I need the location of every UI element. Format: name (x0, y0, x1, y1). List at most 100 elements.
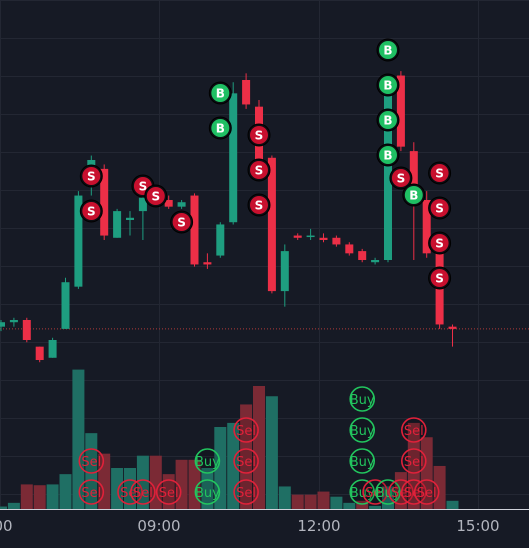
buy-marker[interactable]: B (208, 81, 232, 105)
buy-marker[interactable]: B (376, 143, 400, 167)
candle[interactable] (242, 73, 251, 109)
sell-marker[interactable]: S (247, 193, 271, 217)
volume-buy-marker[interactable]: Buy (349, 417, 376, 443)
sell-marker[interactable]: S (389, 166, 413, 190)
marker-letter: S (177, 216, 186, 230)
candle[interactable] (448, 324, 457, 347)
volume-marker-label: Sel (236, 486, 256, 501)
candle-body (190, 195, 199, 265)
buy-marker[interactable]: B (376, 38, 400, 62)
candle[interactable] (9, 317, 18, 327)
candle[interactable] (396, 71, 405, 152)
volume-marker-label: Buy (350, 424, 375, 439)
candle[interactable] (100, 164, 109, 240)
volume-sell-marker[interactable]: Sel (388, 479, 414, 505)
sell-marker[interactable]: S (428, 231, 452, 255)
marker-fill (82, 167, 101, 185)
volume-marker-ring (349, 448, 376, 474)
candle[interactable] (319, 233, 328, 243)
candle[interactable] (22, 317, 31, 343)
candle[interactable] (177, 200, 186, 209)
sell-marker[interactable]: S (247, 158, 271, 182)
marker-letter: B (383, 114, 392, 128)
volume-sell-marker[interactable]: Sel (413, 479, 440, 505)
candle[interactable] (48, 337, 57, 358)
buy-marker[interactable]: B (402, 183, 426, 207)
volume-sell-marker[interactable]: Sel (117, 479, 143, 505)
time-axis-label-1200: 12:00 (297, 517, 341, 535)
candle[interactable] (203, 253, 212, 269)
volume-buy-marker[interactable]: Buy (349, 448, 376, 474)
candle[interactable] (267, 155, 276, 294)
volume-marker-ring (233, 417, 259, 443)
candle[interactable] (113, 208, 122, 238)
candle[interactable] (190, 193, 199, 267)
candle-body (280, 251, 289, 292)
sell-marker[interactable]: S (428, 161, 452, 185)
volume-buy-marker[interactable]: Buy (349, 386, 376, 412)
sell-marker[interactable]: S (79, 164, 103, 188)
candle-body (306, 235, 315, 238)
volume-sell-marker[interactable]: Sel (362, 479, 388, 505)
marker-fill (250, 196, 268, 214)
volume-sell-marker[interactable]: Sel (78, 479, 105, 505)
volume-bar (304, 494, 317, 509)
sell-marker[interactable]: S (428, 196, 452, 220)
volume-buy-marker[interactable]: Buy (194, 479, 221, 505)
candle[interactable] (164, 195, 173, 209)
candle[interactable] (280, 244, 289, 307)
volume-bar (46, 484, 59, 509)
candle-body (138, 197, 147, 212)
candle[interactable] (61, 277, 70, 329)
candle[interactable] (216, 222, 225, 258)
volume-buy-marker[interactable]: Buy (375, 479, 401, 505)
candle[interactable] (358, 248, 367, 263)
volume-sell-marker[interactable]: Sel (233, 417, 259, 443)
volume-sell-marker[interactable]: Sel (233, 479, 259, 505)
candle[interactable] (35, 346, 44, 363)
volume-sell-marker[interactable]: Sel (233, 448, 259, 474)
sell-marker[interactable]: S (170, 210, 194, 234)
marker-letter: S (435, 237, 444, 251)
candle[interactable] (229, 82, 238, 225)
volume-sell-marker[interactable]: Sel (130, 479, 156, 505)
volume-buy-marker[interactable]: Buy (349, 479, 376, 505)
marker-fill (379, 146, 397, 164)
volume-sell-marker[interactable]: Sel (400, 479, 427, 505)
candle[interactable] (293, 233, 302, 240)
marker-letter: S (151, 190, 160, 204)
candle[interactable] (371, 257, 380, 265)
volume-sell-marker[interactable]: Sel (400, 417, 427, 443)
candle[interactable] (384, 75, 392, 263)
volume-sell-marker[interactable]: Sel (78, 448, 105, 474)
volume-sell-marker[interactable]: Sel (155, 479, 182, 505)
volume-sell-marker[interactable]: Sel (400, 448, 427, 474)
candle[interactable] (435, 251, 444, 329)
volume-bar (343, 502, 356, 509)
sell-marker[interactable]: S (79, 199, 103, 223)
sell-marker[interactable]: S (144, 184, 168, 208)
candle[interactable] (306, 228, 315, 240)
candle-body (48, 340, 57, 358)
candle[interactable] (422, 191, 431, 258)
candle[interactable] (126, 211, 134, 236)
volume-bar (317, 491, 330, 509)
volume-marker-label: Sel (404, 486, 424, 501)
sell-marker[interactable]: S (247, 123, 271, 147)
volume-marker-ring (349, 386, 376, 412)
candle[interactable] (0, 320, 5, 332)
volume-marker-label: Sel (417, 486, 437, 501)
marker-letter: B (216, 87, 225, 101)
candle[interactable] (332, 235, 341, 247)
sell-marker[interactable]: S (428, 266, 452, 290)
volume-buy-marker[interactable]: Buy (194, 448, 221, 474)
candle[interactable] (74, 191, 83, 289)
buy-marker[interactable]: B (376, 73, 400, 97)
buy-marker[interactable]: B (376, 108, 400, 132)
candle[interactable] (345, 242, 354, 256)
buy-marker[interactable]: B (208, 116, 232, 140)
